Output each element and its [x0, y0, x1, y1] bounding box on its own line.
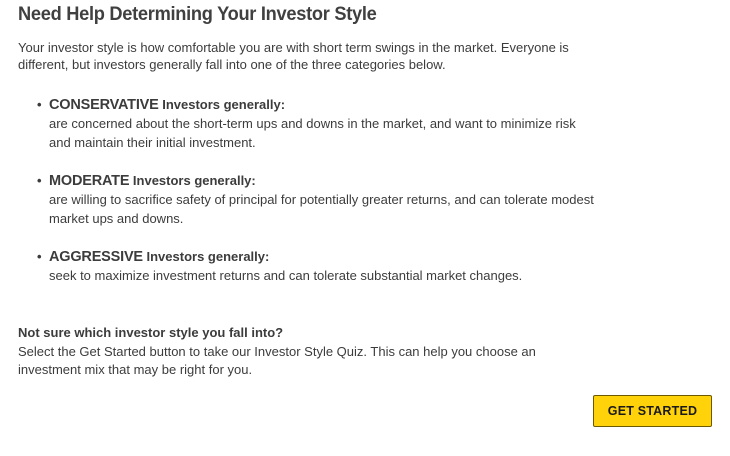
get-started-button[interactable]: GET STARTED: [593, 395, 712, 427]
quiz-help-text: Select the Get Started button to take ou…: [18, 344, 536, 377]
quiz-question: Not sure which investor style you fall i…: [18, 325, 284, 340]
style-name: MODERATE: [49, 173, 130, 189]
intro-text: Your investor style is how comfortable y…: [18, 40, 569, 72]
investor-style-conservative: • CONSERVATIVE Investors generally: are c…: [37, 96, 597, 152]
style-description: are willing to sacrifice safety of princ…: [49, 192, 594, 226]
style-heading: • CONSERVATIVE Investors generally:: [37, 96, 597, 114]
style-heading-suffix: Investors generally:: [142, 249, 270, 264]
bullet-icon: •: [37, 249, 42, 264]
page-title: Need Help Determining Your Investor Styl…: [18, 4, 377, 25]
style-description: seek to maximize investment returns and …: [49, 268, 523, 283]
style-heading: • AGGRESSIVE Investors generally:: [37, 248, 597, 266]
bullet-icon: •: [37, 173, 42, 188]
style-name: CONSERVATIVE: [49, 97, 159, 113]
style-heading-suffix: Investors generally:: [129, 173, 256, 188]
style-heading-suffix: Investors generally:: [158, 97, 286, 112]
style-description: are concerned about the short-term ups a…: [49, 116, 576, 150]
investor-style-aggressive: • AGGRESSIVE Investors generally: seek to…: [37, 248, 597, 285]
style-heading: • MODERATE Investors generally:: [37, 172, 597, 190]
bullet-icon: •: [37, 97, 42, 112]
style-name: AGGRESSIVE: [49, 249, 143, 265]
investor-style-moderate: • MODERATE Investors generally: are willi…: [37, 172, 597, 228]
